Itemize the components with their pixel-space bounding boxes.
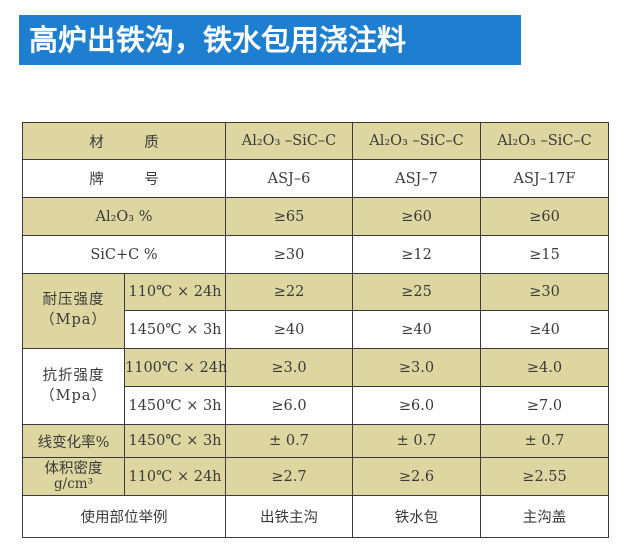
- compressive-strength-unit: （Mpa）: [40, 312, 107, 328]
- density-cell: ≥2.7: [225, 457, 354, 496]
- usage-cell: 铁水包: [352, 495, 482, 538]
- linear-change-cell: ± 0.7: [352, 424, 482, 458]
- table-row: 材 质 Al₂O₃ –SiC–C Al₂O₃ –SiC–C Al₂O₃ –SiC…: [21, 122, 610, 160]
- flexural-strength-name: 抗折强度: [42, 367, 105, 384]
- flexural-cell: ≥7.0: [480, 386, 610, 425]
- density-cell: ≥2.6: [352, 457, 482, 496]
- table-row: Al₂O₃ % ≥65 ≥60 ≥60: [21, 197, 610, 236]
- grade-cell: ASJ–7: [352, 159, 482, 198]
- spec-table: 材 质 Al₂O₃ –SiC–C Al₂O₃ –SiC–C Al₂O₃ –SiC…: [21, 122, 610, 538]
- sic-c-cell: ≥15: [480, 235, 610, 274]
- condition-cell: 1100℃ × 24h: [123, 348, 227, 387]
- table-row: 牌 号 ASJ–6 ASJ–7 ASJ–17F: [21, 159, 610, 198]
- compressive-cell: ≥40: [480, 310, 610, 349]
- flexural-strength-label: 抗折强度 （Mpa）: [22, 348, 125, 425]
- linear-change-cell: ± 0.7: [225, 424, 354, 458]
- material-cell: Al₂O₃ –SiC–C: [225, 122, 354, 160]
- table-row: 抗折强度 （Mpa） 1100℃ × 24h ≥3.0 ≥3.0 ≥4.0: [22, 348, 610, 425]
- flexural-cell: ≥4.0: [480, 348, 610, 387]
- condition-cell: 1450℃ × 3h: [123, 386, 227, 425]
- al2o3-cell: ≥60: [480, 197, 610, 236]
- linear-change-cell: ± 0.7: [480, 424, 610, 458]
- material-cell: Al₂O₃ –SiC–C: [352, 122, 482, 160]
- compressive-cell: ≥30: [480, 273, 610, 311]
- usage-label: 使用部位举例: [21, 495, 227, 538]
- material-cell: Al₂O₃ –SiC–C: [480, 122, 610, 160]
- sic-c-cell: ≥12: [352, 235, 482, 274]
- condition-cell: 1450℃ × 3h: [123, 310, 227, 349]
- sic-c-label: SiC+C %: [21, 235, 227, 274]
- density-name: 体积密度: [44, 460, 103, 477]
- condition-cell: 110℃ × 24h: [123, 457, 227, 496]
- density-unit: g/cm³: [54, 476, 93, 493]
- condition-cell: 1450℃ × 3h: [123, 424, 227, 458]
- flexural-cell: ≥6.0: [352, 386, 482, 425]
- usage-cell: 出铁主沟: [225, 495, 354, 538]
- al2o3-label: Al₂O₃ %: [21, 197, 227, 236]
- condition-cell: 110℃ × 24h: [123, 273, 227, 311]
- flexural-cell: ≥6.0: [225, 386, 354, 425]
- compressive-cell: ≥22: [225, 273, 354, 311]
- grade-label: 牌 号: [21, 159, 227, 198]
- table-row: 使用部位举例 出铁主沟 铁水包 主沟盖: [21, 495, 610, 538]
- compressive-cell: ≥40: [225, 310, 354, 349]
- table-row: 耐压强度 （Mpa） 110℃ × 24h ≥22 ≥25 ≥30: [22, 273, 610, 349]
- flexural-cell: ≥3.0: [352, 348, 482, 387]
- compressive-strength-label: 耐压强度 （Mpa）: [22, 273, 125, 349]
- compressive-cell: ≥40: [352, 310, 482, 349]
- density-cell: ≥2.55: [480, 457, 610, 496]
- flexural-cell: ≥3.0: [225, 348, 354, 387]
- table-row: 1450℃ × 3h ≥40 ≥40 ≥40: [23, 310, 610, 349]
- linear-change-label: 线变化率%: [22, 424, 125, 458]
- sic-c-cell: ≥30: [225, 235, 354, 274]
- grade-cell: ASJ–6: [225, 159, 354, 198]
- table-row: 1450℃ × 3h ≥6.0 ≥6.0 ≥7.0: [23, 386, 610, 425]
- flexural-strength-unit: （Mpa）: [40, 387, 107, 404]
- density-label: 体积密度 g/cm³: [22, 457, 125, 496]
- material-label: 材 质: [21, 122, 227, 160]
- grade-cell: ASJ–17F: [480, 159, 610, 198]
- compressive-strength-name: 耐压强度: [42, 292, 105, 309]
- page-title: 高炉出铁沟，铁水包用浇注料: [19, 15, 521, 65]
- al2o3-cell: ≥60: [352, 197, 482, 236]
- usage-cell: 主沟盖: [480, 495, 610, 538]
- table-row: 线变化率% 1450℃ × 3h ± 0.7 ± 0.7 ± 0.7: [22, 424, 610, 458]
- table-row: SiC+C % ≥30 ≥12 ≥15: [21, 235, 610, 274]
- compressive-cell: ≥25: [352, 273, 482, 311]
- al2o3-cell: ≥65: [225, 197, 354, 236]
- table-row: 体积密度 g/cm³ 110℃ × 24h ≥2.7 ≥2.6 ≥2.55: [22, 457, 610, 496]
